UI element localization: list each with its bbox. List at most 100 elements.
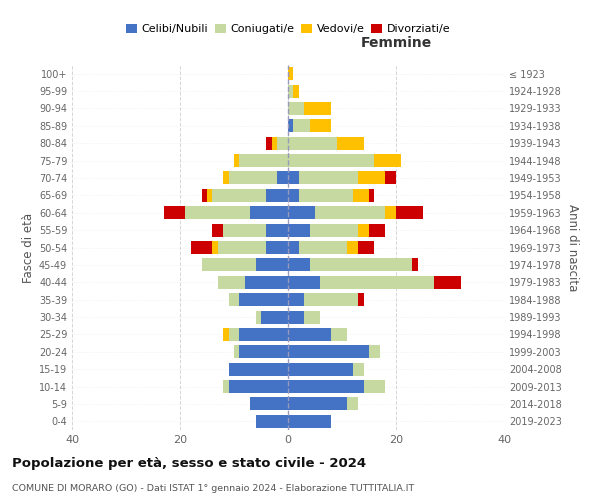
Bar <box>266 189 288 202</box>
Bar <box>245 276 288 289</box>
Bar <box>191 241 212 254</box>
Bar <box>299 241 347 254</box>
Bar <box>288 172 299 184</box>
Y-axis label: Fasce di età: Fasce di età <box>22 212 35 282</box>
Bar <box>256 310 261 324</box>
Bar <box>369 346 380 358</box>
Text: Femmine: Femmine <box>361 36 431 51</box>
Bar <box>358 224 369 236</box>
Bar <box>288 258 310 272</box>
Bar <box>261 310 288 324</box>
Bar <box>229 293 239 306</box>
Bar <box>434 276 461 289</box>
Bar <box>212 224 223 236</box>
Bar <box>310 258 412 272</box>
Bar <box>288 328 331 341</box>
Bar <box>288 136 337 149</box>
Bar <box>353 189 369 202</box>
Bar <box>218 276 245 289</box>
Bar <box>266 136 272 149</box>
Bar <box>229 172 277 184</box>
Y-axis label: Anni di nascita: Anni di nascita <box>566 204 579 291</box>
Legend: Celibi/Nubili, Coniugati/e, Vedovi/e, Divorziati/e: Celibi/Nubili, Coniugati/e, Vedovi/e, Di… <box>121 20 455 39</box>
Text: COMUNE DI MORARO (GO) - Dati ISTAT 1° gennaio 2024 - Elaborazione TUTTITALIA.IT: COMUNE DI MORARO (GO) - Dati ISTAT 1° ge… <box>12 484 414 493</box>
Bar <box>288 276 320 289</box>
Bar <box>239 293 288 306</box>
Bar <box>250 398 288 410</box>
Bar <box>288 310 304 324</box>
Bar <box>347 398 358 410</box>
Bar <box>331 328 347 341</box>
Bar <box>223 224 266 236</box>
Bar <box>310 224 358 236</box>
Bar <box>293 120 310 132</box>
Bar <box>234 346 239 358</box>
Bar <box>299 189 353 202</box>
Bar <box>288 241 299 254</box>
Bar <box>288 398 347 410</box>
Bar <box>288 362 353 376</box>
Bar <box>288 102 304 115</box>
Bar <box>272 136 277 149</box>
Bar <box>369 189 374 202</box>
Bar <box>239 346 288 358</box>
Bar <box>364 380 385 393</box>
Bar <box>250 206 288 220</box>
Bar <box>229 362 288 376</box>
Bar <box>337 136 364 149</box>
Bar <box>353 362 364 376</box>
Bar <box>288 154 374 167</box>
Bar <box>304 310 320 324</box>
Bar <box>358 172 385 184</box>
Bar <box>304 102 331 115</box>
Bar <box>256 258 288 272</box>
Bar <box>385 172 396 184</box>
Bar <box>293 84 299 98</box>
Bar <box>412 258 418 272</box>
Bar <box>223 380 229 393</box>
Bar <box>185 206 250 220</box>
Bar <box>277 172 288 184</box>
Bar <box>288 224 310 236</box>
Bar <box>288 67 293 80</box>
Bar <box>320 276 434 289</box>
Bar <box>315 206 385 220</box>
Bar <box>310 120 331 132</box>
Bar <box>207 189 212 202</box>
Bar <box>223 328 229 341</box>
Bar <box>223 172 229 184</box>
Bar <box>288 380 364 393</box>
Bar <box>277 136 288 149</box>
Bar <box>385 206 396 220</box>
Bar <box>212 241 218 254</box>
Bar <box>358 293 364 306</box>
Bar <box>288 346 369 358</box>
Bar <box>266 241 288 254</box>
Bar <box>347 241 358 254</box>
Bar <box>396 206 423 220</box>
Bar <box>288 189 299 202</box>
Bar <box>374 154 401 167</box>
Bar <box>239 154 288 167</box>
Bar <box>229 380 288 393</box>
Bar <box>358 241 374 254</box>
Bar <box>239 328 288 341</box>
Bar <box>369 224 385 236</box>
Bar <box>202 258 256 272</box>
Bar <box>288 415 331 428</box>
Bar <box>288 120 293 132</box>
Bar <box>299 172 358 184</box>
Bar <box>202 189 207 202</box>
Text: Popolazione per età, sesso e stato civile - 2024: Popolazione per età, sesso e stato civil… <box>12 458 366 470</box>
Bar <box>288 84 293 98</box>
Bar <box>234 154 239 167</box>
Bar <box>288 293 304 306</box>
Bar <box>304 293 358 306</box>
Bar <box>266 224 288 236</box>
Bar <box>212 189 266 202</box>
Bar <box>288 206 315 220</box>
Bar <box>229 328 239 341</box>
Bar <box>218 241 266 254</box>
Bar <box>164 206 185 220</box>
Bar <box>256 415 288 428</box>
